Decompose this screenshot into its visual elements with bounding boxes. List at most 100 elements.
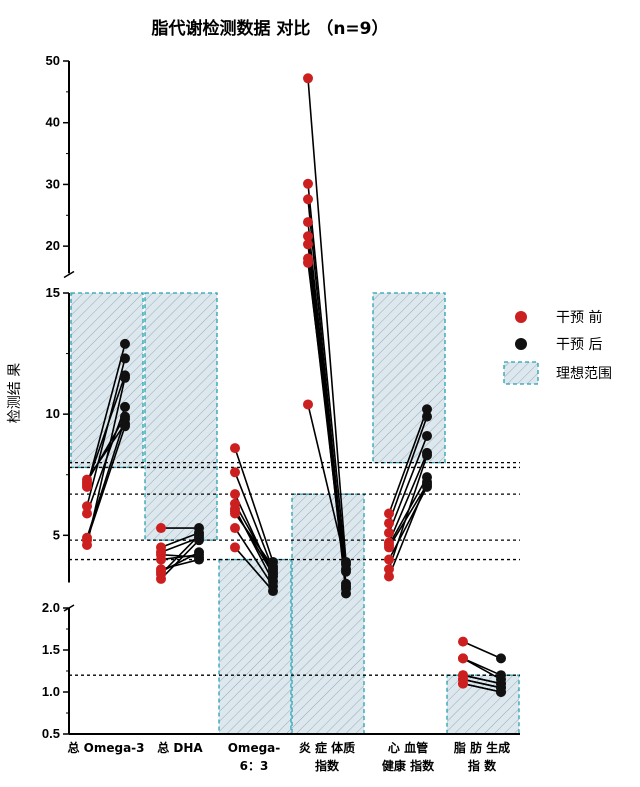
chart-title: 脂代谢检测数据 对比 （n=9） [151,18,388,39]
category-label-5: 心 血管 [388,740,428,755]
y-tick-label: 15 [46,285,60,300]
pair-line [388,409,428,514]
pre-point [303,239,313,250]
y-tick-label: 10 [46,406,60,421]
pre-point [156,554,166,565]
y-tick-label: 40 [46,115,60,130]
pair-line [86,426,126,541]
pre-point [303,257,313,268]
y-tick-label: 50 [46,53,60,68]
pair-line [462,682,502,693]
category-label-3: Omega- [228,741,281,755]
pre-point [384,571,394,582]
pair-line [388,416,428,524]
pre-point [230,489,240,500]
category-label-6-line2: 指 数 [468,758,497,773]
pair-line [388,455,428,570]
post-point [341,588,351,599]
pre-point [303,231,313,242]
y-tick-label: 0.5 [42,726,60,741]
pre-point [303,73,313,84]
axis-break-2 [63,270,75,279]
pre-point [458,636,468,647]
pair-line [307,183,347,570]
pair-line [86,377,126,546]
pre-point [156,566,166,577]
post-point [422,477,432,487]
post-point [194,535,204,546]
pre-point [384,564,394,575]
post-point [341,559,351,570]
post-point [268,569,278,580]
legend-post-marker [515,338,527,350]
pre-point [458,674,468,685]
pair-line [234,447,274,563]
post-point [496,674,506,685]
pair-line [388,435,428,534]
pair-line [388,452,428,543]
pre-point [230,542,240,553]
pre-point [384,527,394,538]
pre-point [384,518,394,529]
pair-line [86,416,126,483]
y-tick-label: 30 [46,176,60,191]
post-point [422,411,432,422]
pair-line [160,536,200,554]
category-label-5-line2: 健康 指数 [382,758,435,773]
post-point [120,338,130,349]
pre-point [384,542,394,553]
pair-line [462,640,502,660]
pair-line [234,546,274,592]
pair-line [160,551,200,573]
pre-point [303,194,313,205]
post-point [496,682,506,693]
ideal-range-4 [291,493,365,735]
pair-line [234,527,274,587]
ideal-range-3 [218,558,292,735]
category-label-6: 脂 肪 生成 [453,740,510,755]
pre-point [82,477,92,487]
pair-line [307,262,347,572]
ideal-range-2 [144,292,218,541]
post-point [120,372,130,383]
post-point [341,566,351,577]
pre-point [156,573,166,584]
pre-point [303,399,313,410]
post-point [120,353,130,364]
post-point [422,430,432,441]
ideal-range-5 [372,292,446,464]
y-tick-label: 20 [46,238,60,253]
y-tick-label: 1.0 [42,684,60,699]
pre-point [230,443,240,454]
pre-point [230,467,240,478]
post-point [194,547,204,558]
pair-line [160,532,200,549]
legend-pre-label: 干预 前 [556,309,602,326]
pair-line [160,553,200,558]
post-point [120,421,130,432]
y-axis-label: 检测结 果 [7,363,23,423]
post-point [120,411,130,422]
pre-point [82,535,92,546]
pair-line [388,484,428,548]
post-point [422,404,432,415]
pair-line [234,503,274,573]
y-tick-label: 1.5 [42,642,60,657]
pre-point [384,554,394,565]
post-point [120,401,130,412]
pre-point [458,653,468,664]
pair-line [462,657,502,681]
pre-point [303,217,313,228]
pre-point [230,523,240,534]
pre-point [303,178,313,189]
pair-line [462,674,502,685]
pre-point [82,508,92,519]
y-tick-label: 2.0 [42,600,60,615]
pair-line [234,472,274,570]
pre-point [82,501,92,512]
pair-line [234,513,274,568]
post-point [422,450,432,461]
y-tick-label: 5 [53,527,60,542]
legend-ideal-label: 理想范围 [556,365,612,382]
